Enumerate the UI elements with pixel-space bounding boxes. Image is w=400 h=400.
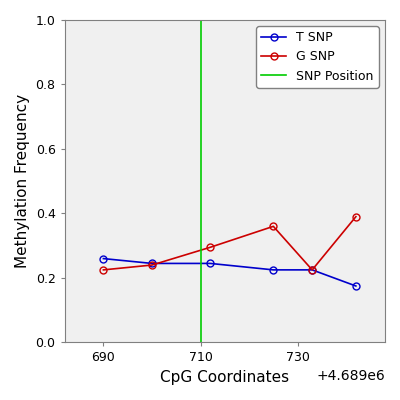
T SNP [208,261,213,266]
G SNP [354,214,358,219]
G SNP [208,245,213,250]
Line: T SNP: T SNP [100,255,359,290]
G SNP [101,268,106,272]
Legend: T SNP, G SNP, SNP Position: T SNP, G SNP, SNP Position [256,26,379,88]
T SNP [354,284,358,288]
T SNP [310,268,314,272]
G SNP [310,268,314,272]
T SNP [271,268,276,272]
Line: G SNP: G SNP [100,213,359,273]
Y-axis label: Methylation Frequency: Methylation Frequency [15,94,30,268]
T SNP [101,256,106,261]
G SNP [150,263,154,268]
G SNP [271,224,276,229]
X-axis label: CpG Coordinates: CpG Coordinates [160,370,289,385]
T SNP [150,261,154,266]
